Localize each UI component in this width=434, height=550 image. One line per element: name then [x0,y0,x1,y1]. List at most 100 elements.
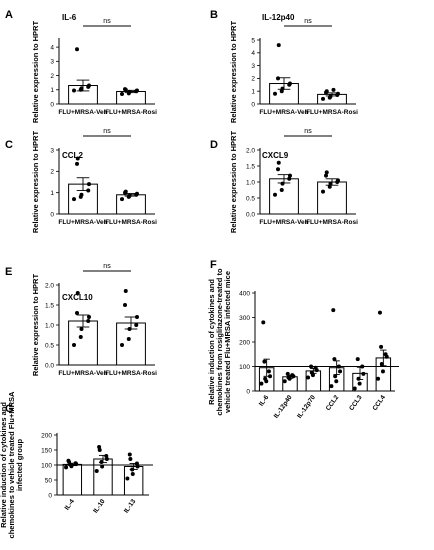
data-point [273,91,278,96]
data-point [127,452,132,457]
data-point [86,319,91,323]
data-point [64,465,69,470]
panel-b: B IL-12p40 Relative expression to HPRT 0 1 2 3… [210,9,358,123]
bar [93,458,113,496]
data-point [128,457,133,461]
significance-label: ns [103,18,111,25]
data-point [104,457,109,461]
data-point [134,315,139,319]
data-point [120,92,125,97]
y-tick-label: 1.5 [45,302,54,309]
y-tick-label: 1.0 [246,179,255,186]
data-point [282,379,287,384]
data-point [335,91,340,96]
y-tick-label: 1.0 [45,322,54,329]
data-point [356,376,361,381]
data-point [75,156,80,161]
x-tick-label: FLU+MRSA-Rosi [105,219,157,226]
data-point [97,445,102,449]
x-tick-label: CCL2 [325,394,341,412]
y-tick-label: 0 [251,101,255,108]
data-point [338,369,343,374]
data-point [123,289,128,293]
y-tick-label: 200 [239,339,250,346]
data-point [72,343,77,347]
data-point [123,189,128,194]
panel-letter: F [210,259,217,271]
y-tick-label: 1 [251,89,255,96]
data-point [86,315,91,319]
significance-label: ns [304,128,312,135]
y-tick-label: 2 [50,169,54,176]
data-point [328,181,333,186]
y-tick-label: 0.5 [45,342,54,349]
data-point [75,311,80,315]
data-point [377,310,382,315]
data-point [127,89,132,94]
data-point [309,370,314,375]
panel-c: C CCL2 Relative expression to HPRT 0 1 2 3 FLU+… [5,128,157,233]
data-point [123,87,128,92]
data-point [279,188,284,192]
data-point [379,344,384,349]
data-point [134,191,139,196]
data-point [130,472,135,476]
data-point [355,357,360,362]
data-point [280,86,285,91]
data-point [266,369,271,374]
x-tick-label: IL-6 [258,394,271,408]
data-point [75,47,80,52]
data-point [333,374,338,379]
data-point [321,96,326,101]
data-point [134,88,139,93]
data-point [123,303,128,307]
x-tick-label: FLU+MRSA-Rosi [306,109,358,116]
y-tick-label: 2.0 [246,147,255,154]
data-point [79,327,84,331]
significance-label: ns [304,18,312,25]
chart-title: CXCL9 [262,151,289,160]
data-point [78,335,83,339]
x-tick-label: IL-13 [123,498,138,515]
data-point [75,161,80,166]
x-tick-label: IL-12p70 [296,394,317,420]
y-tick-label: 100 [239,364,250,371]
x-tick-label: FLU+MRSA-Veh [259,219,308,226]
data-point [285,371,290,376]
y-tick-label: 200 [41,432,52,439]
panel-letter: B [210,9,218,21]
x-tick-label: FLU+MRSA-Veh [58,219,107,226]
data-point [379,362,384,367]
data-point [66,458,71,463]
data-point [324,170,329,175]
y-axis-label: Relative expression to HPRT [31,274,40,377]
y-tick-label: 1 [50,190,54,197]
data-point [331,308,336,313]
y-tick-label: 3 [50,59,54,66]
data-point [130,467,135,472]
panel-a: A IL-6 Relative expression to HPRT 0 1 2 3 4 FLU… [5,9,157,123]
x-tick-label: IL-10 [92,498,107,515]
y-tick-label: 0 [50,211,54,218]
y-tick-label: 3 [50,147,54,154]
data-point [72,197,77,202]
y-tick-label: 0.0 [246,211,255,218]
data-point [126,337,131,341]
data-point [262,359,267,364]
data-point [286,375,291,380]
data-point [376,376,381,381]
data-point [280,181,285,186]
data-point [335,178,340,183]
x-tick-label: IL-12p40 [273,394,294,420]
data-point [357,381,362,386]
panel-letter: C [5,139,13,151]
y-tick-label: 0 [246,388,250,395]
data-point [331,87,336,92]
y-tick-label: 4 [50,44,54,51]
y-axis-label: Relative expression to HPRT [31,21,40,124]
y-tick-label: 3 [251,63,255,70]
data-point [94,469,99,473]
y-tick-label: 1.5 [246,163,255,170]
chart-title: CXCL10 [62,293,93,302]
y-tick-label: 2 [251,76,255,83]
